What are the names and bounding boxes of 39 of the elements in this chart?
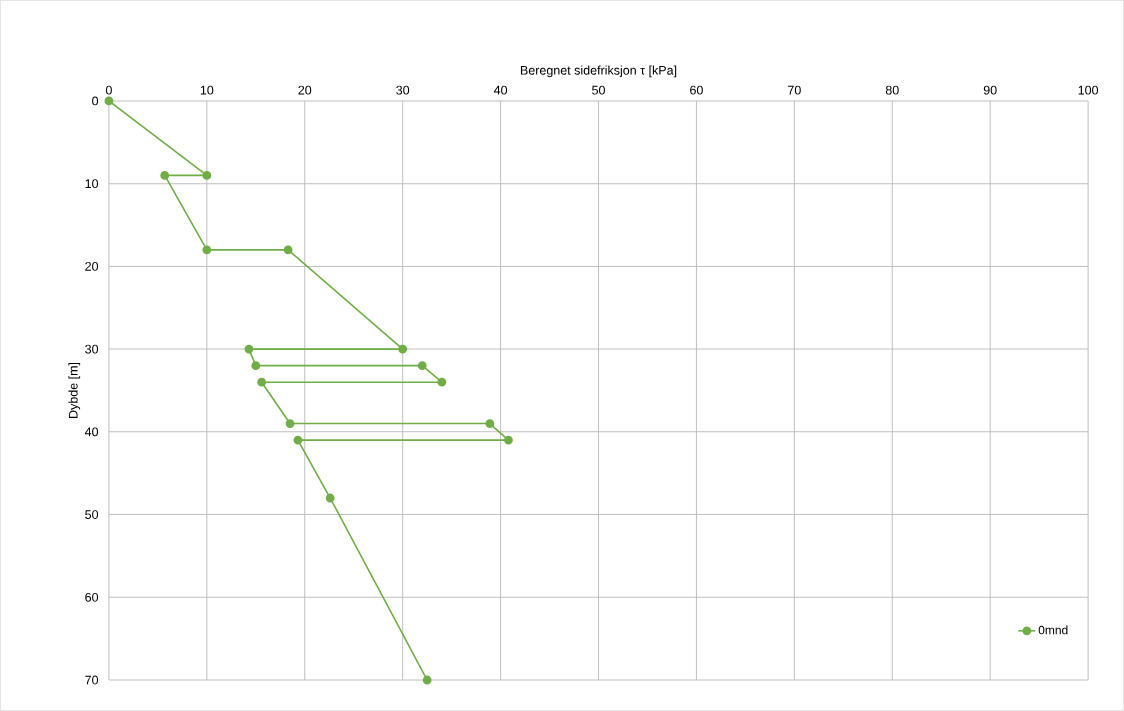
x-tick-label: 60 — [690, 85, 703, 95]
x-tick-label: 80 — [885, 85, 899, 95]
point — [202, 171, 212, 180]
x-tick-label: 40 — [493, 85, 508, 95]
x-tick-label: 50 — [592, 85, 605, 95]
point — [285, 419, 295, 428]
point — [104, 96, 114, 106]
y-tick-label: 70 — [85, 675, 99, 685]
point — [244, 344, 254, 354]
legend-label: 0mnd — [1038, 625, 1068, 635]
y-tick-label: 50 — [85, 510, 99, 520]
point — [293, 435, 303, 445]
y-tick-label: 30 — [85, 344, 99, 354]
point — [422, 675, 432, 685]
point — [283, 245, 293, 255]
y-tick-label: 0 — [92, 96, 99, 106]
point — [437, 377, 447, 387]
point — [160, 171, 170, 180]
point — [202, 245, 212, 255]
point — [417, 361, 427, 371]
x-tick-label: 30 — [396, 85, 410, 95]
x-tick-label: 90 — [983, 85, 997, 95]
point — [504, 435, 513, 445]
y-tick-label: 60 — [85, 592, 99, 602]
x-tick-label: 100 — [1078, 85, 1099, 95]
y-tick-label: 20 — [85, 261, 99, 271]
point — [251, 361, 261, 371]
x-axis-title: Beregnet sidefriksjon τ [kPa] — [520, 65, 677, 78]
x-tick-label: 0 — [105, 85, 112, 95]
point — [398, 344, 408, 354]
point — [257, 377, 267, 387]
x-tick-label: 70 — [788, 85, 801, 95]
x-tick-label: 20 — [298, 85, 312, 95]
x-tick-label: 10 — [200, 85, 214, 95]
y-tick-label: 10 — [85, 179, 99, 189]
point — [485, 419, 495, 428]
y-tick-label: 40 — [84, 427, 99, 437]
point — [325, 493, 335, 503]
y-axis-title: Dybde [m] — [68, 362, 81, 418]
